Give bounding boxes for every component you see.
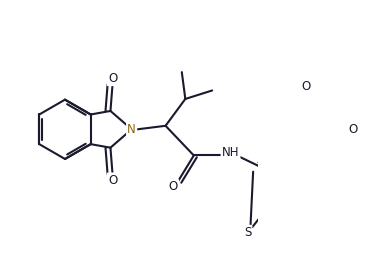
Text: O: O bbox=[348, 123, 357, 136]
Text: N: N bbox=[127, 123, 136, 136]
Text: O: O bbox=[301, 81, 311, 93]
Text: NH: NH bbox=[222, 146, 239, 159]
Text: O: O bbox=[108, 72, 117, 85]
Text: S: S bbox=[244, 226, 251, 239]
Text: O: O bbox=[169, 180, 178, 193]
Text: O: O bbox=[108, 174, 117, 187]
